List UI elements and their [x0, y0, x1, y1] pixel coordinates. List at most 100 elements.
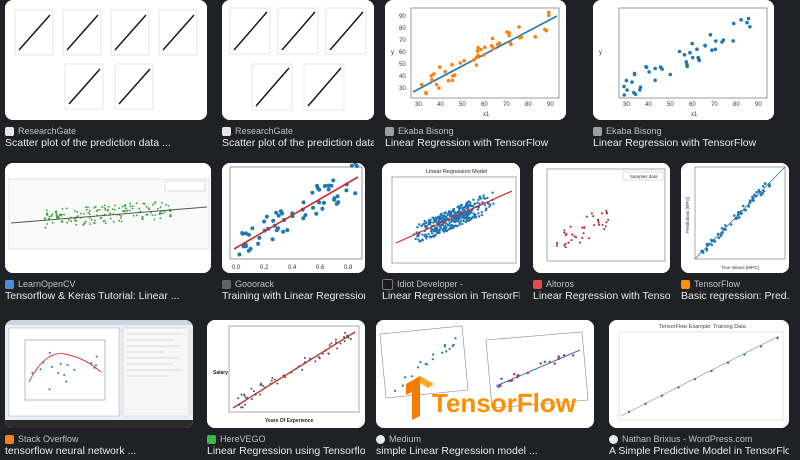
scatter-point	[104, 220, 106, 222]
scatter-point	[697, 58, 702, 63]
x-tick: 70	[711, 102, 718, 108]
scatter-point	[309, 357, 312, 360]
scatter-point	[269, 382, 272, 385]
scatter-point	[578, 241, 581, 244]
result-card[interactable]: True Values [MPG] Predictions [MPG] Tens…	[681, 163, 789, 303]
result-title[interactable]: Linear Regression with TensorFlow	[385, 137, 549, 149]
scatter-point	[469, 203, 472, 206]
result-title[interactable]: tensorflow neural network ...	[5, 445, 137, 457]
result-thumbnail[interactable]: 0.0 0.2 0.4 0.6 0.8	[222, 163, 365, 273]
scatter-point	[563, 229, 566, 232]
scatter-point	[462, 213, 466, 216]
result-title[interactable]: Linear Regression with TensorFlow	[593, 137, 757, 149]
scatter-point	[295, 367, 298, 370]
scatter-point	[429, 74, 433, 78]
scatter-point	[729, 223, 733, 226]
result-thumbnail[interactable]: 30 40 50 60 70 80 90 x1 30 40 50 60 70 8…	[385, 0, 566, 120]
result-thumbnail[interactable]	[222, 0, 374, 120]
result-title[interactable]: A Simple Predictive Model in TensorFlow …	[609, 445, 789, 457]
scatter-point	[425, 224, 429, 227]
scatter-point	[417, 238, 420, 241]
result-thumbnail[interactable]: Salary Years Of Experience	[207, 320, 365, 428]
scatter-point	[517, 36, 522, 40]
scatter-point	[597, 218, 599, 221]
result-thumbnail[interactable]: Samples data	[533, 163, 670, 273]
result-thumbnail[interactable]	[5, 163, 211, 273]
scatter-point	[480, 210, 483, 214]
result-thumbnail[interactable]	[5, 0, 207, 120]
scatter-point	[461, 222, 464, 226]
scatter-point	[477, 198, 480, 202]
result-card[interactable]: ResearchGate Scatter plot of the predict…	[222, 0, 374, 150]
scatter-point	[548, 360, 551, 364]
scatter-point	[419, 82, 424, 87]
result-thumbnail[interactable]: TensorFlow	[376, 320, 594, 428]
stack-overflow-icon	[5, 434, 14, 444]
scatter-point	[120, 215, 123, 217]
scatter-point	[598, 223, 601, 226]
scatter-point	[748, 25, 752, 29]
result-title[interactable]: Basic regression: Pred...	[681, 290, 789, 302]
result-thumbnail[interactable]: Linear Regression Model	[382, 163, 520, 273]
scatter-point	[481, 53, 486, 57]
scatter-point	[622, 84, 626, 89]
result-source: Gooorack	[222, 277, 274, 291]
scatter-point	[597, 221, 600, 224]
result-card[interactable]: 0.0 0.2 0.4 0.6 0.8 Gooorack Training wi…	[222, 163, 365, 303]
scatter-point	[684, 60, 688, 64]
result-card[interactable]: 30 40 50 60 70 80 90 x1 y Ekaba Bisong L…	[593, 0, 774, 150]
scatter-point	[93, 366, 96, 369]
scatter-point	[484, 209, 487, 212]
result-card[interactable]: 30 40 50 60 70 80 90 x1 30 40 50 60 70 8…	[385, 0, 566, 150]
result-card[interactable]: ResearchGate Scatter plot of the predict…	[5, 0, 207, 150]
scatter-point	[240, 393, 243, 396]
x-tick: 0.6	[316, 265, 325, 271]
result-card[interactable]: LearnOpenCV Tensorflow & Keras Tutorial:…	[5, 163, 211, 303]
scatter-point	[169, 213, 172, 216]
red-scatter-image: Samples data	[533, 163, 670, 273]
result-title[interactable]: Scatter plot of the prediction data ...	[222, 137, 374, 149]
x-tick: 0.4	[288, 265, 297, 271]
scatter-point	[125, 207, 127, 210]
scatter-point	[759, 193, 763, 197]
result-thumbnail[interactable]: TensorFlow Example: Training Data	[609, 320, 789, 428]
result-card[interactable]: TensorFlow Medium simple Linear Regressi…	[376, 320, 594, 458]
scatter-point	[461, 207, 464, 210]
scatter-point	[543, 27, 547, 32]
scatter-point	[601, 212, 603, 215]
scatter-point	[151, 214, 154, 216]
result-title[interactable]: Linear Regression in TensorFl...	[382, 290, 520, 302]
y-tick: 70	[399, 38, 406, 44]
scatter-point	[257, 235, 262, 240]
result-title[interactable]: Training with Linear Regression ...	[222, 290, 365, 302]
result-title[interactable]: simple Linear Regression model ...	[376, 445, 538, 457]
scatter-point	[450, 218, 453, 221]
scatter-point	[66, 221, 68, 224]
result-card[interactable]: TensorFlow Example: Training Data Nathan…	[609, 320, 789, 458]
result-card[interactable]: Stack Overflow tensorflow neural network…	[5, 320, 193, 458]
scatter-point	[740, 212, 743, 215]
result-card[interactable]: Samples data Altoros Linear Regression w…	[533, 163, 670, 303]
scatter-point	[432, 221, 435, 224]
result-title[interactable]: Scatter plot of the prediction data ...	[5, 137, 171, 149]
scatter-point	[301, 368, 303, 371]
result-title[interactable]: Linear Regression with Tensor...	[533, 290, 670, 302]
scatter-point	[145, 213, 148, 216]
result-title[interactable]: Tensorflow & Keras Tutorial: Linear ...	[5, 290, 180, 302]
scatter-point	[567, 241, 570, 244]
y-tick: 40	[399, 74, 406, 80]
result-title[interactable]: Linear Regression using Tensorflow...	[207, 445, 365, 457]
scatter-point	[121, 205, 124, 208]
scatter-point	[733, 214, 736, 217]
result-thumbnail[interactable]: 30 40 50 60 70 80 90 x1 y	[593, 0, 774, 120]
scatter-point	[290, 371, 293, 374]
scatter-point	[705, 242, 709, 246]
result-thumbnail[interactable]: True Values [MPG] Predictions [MPG]	[681, 163, 789, 273]
result-card[interactable]: Salary Years Of Experience HereVEGO Line…	[207, 320, 365, 458]
x-axis-label: True Values [MPG]	[721, 265, 759, 270]
result-thumbnail[interactable]	[5, 320, 193, 428]
result-card[interactable]: Linear Regression Model Idiot Developer …	[382, 163, 520, 303]
scatter-point	[470, 204, 474, 208]
x-tick: 60	[481, 102, 488, 108]
scatter-point	[743, 353, 746, 356]
